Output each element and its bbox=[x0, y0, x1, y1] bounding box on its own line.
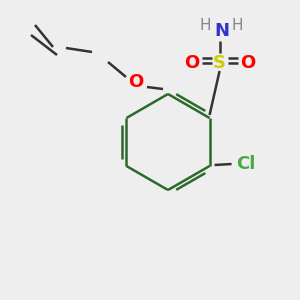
Text: N: N bbox=[214, 22, 229, 40]
Text: S: S bbox=[213, 54, 226, 72]
Text: O: O bbox=[184, 54, 199, 72]
Text: H: H bbox=[232, 19, 243, 34]
Text: O: O bbox=[128, 73, 144, 91]
Text: Cl: Cl bbox=[236, 155, 255, 173]
Text: O: O bbox=[240, 54, 255, 72]
Text: H: H bbox=[200, 19, 211, 34]
